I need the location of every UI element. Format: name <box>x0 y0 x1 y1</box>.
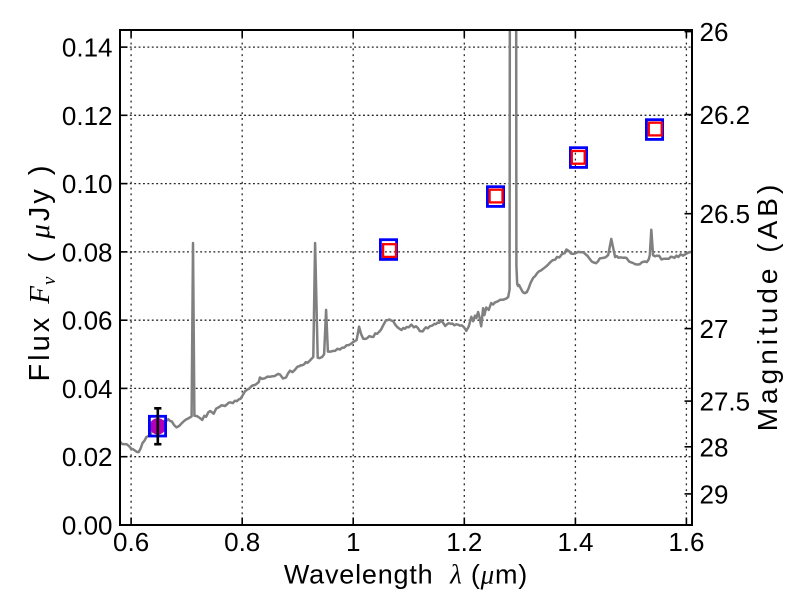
svg-text:1.2: 1.2 <box>446 527 482 557</box>
svg-text:27.5: 27.5 <box>700 387 751 417</box>
svg-text:29: 29 <box>700 479 729 509</box>
svg-text:0.06: 0.06 <box>62 306 113 336</box>
svg-text:0.8: 0.8 <box>224 527 260 557</box>
svg-text:1.6: 1.6 <box>668 527 704 557</box>
svg-text:1: 1 <box>346 527 360 557</box>
svg-text:26.2: 26.2 <box>700 100 751 130</box>
svg-text:26: 26 <box>700 17 729 47</box>
svg-text:0.00: 0.00 <box>62 511 113 541</box>
svg-text:Magnitude (AB): Magnitude (AB) <box>752 181 783 432</box>
svg-text:26.5: 26.5 <box>700 199 751 229</box>
svg-text:0.12: 0.12 <box>62 101 113 131</box>
svg-text:1.4: 1.4 <box>557 527 593 557</box>
svg-text:0.10: 0.10 <box>62 169 113 199</box>
svg-text:0.14: 0.14 <box>62 33 113 63</box>
svg-text:0.08: 0.08 <box>62 237 113 267</box>
svg-text:Flux Fν ( μJy ): Flux Fν ( μJy ) <box>24 162 60 381</box>
svg-text:28: 28 <box>700 432 729 462</box>
svg-text:0.6: 0.6 <box>113 527 149 557</box>
svg-text:Wavelength λ (μm): Wavelength λ (μm) <box>284 560 528 590</box>
svg-text:0.02: 0.02 <box>62 442 113 472</box>
svg-text:27: 27 <box>700 314 729 344</box>
svg-text:0.04: 0.04 <box>62 374 113 404</box>
